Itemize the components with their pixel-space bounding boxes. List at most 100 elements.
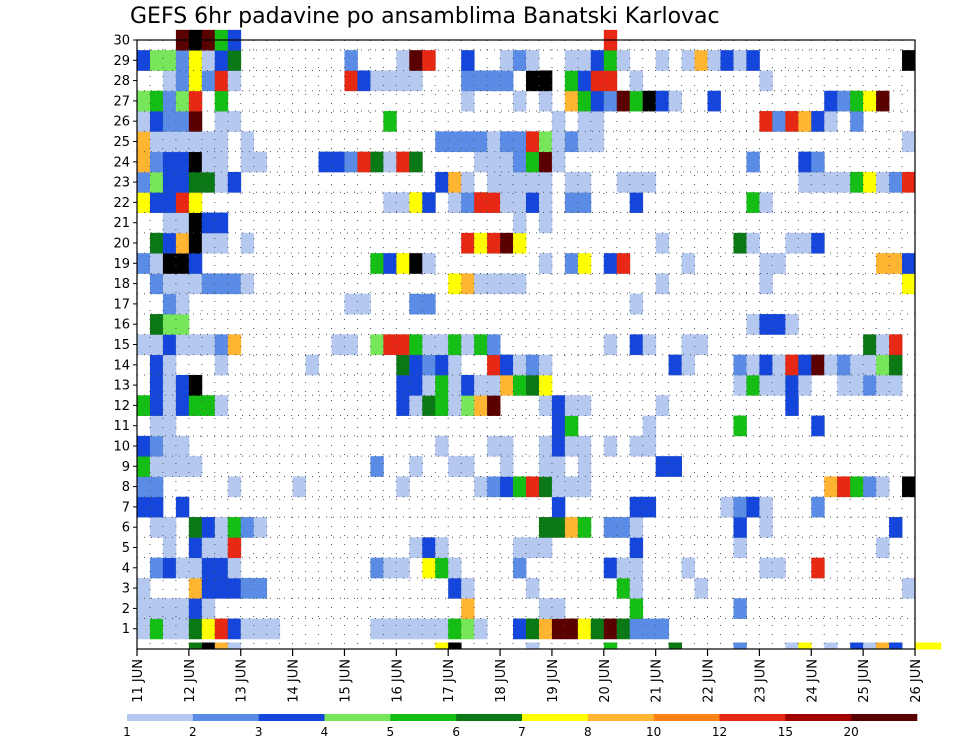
cell-m24-t29 [513, 151, 527, 173]
y-tick-label-22: 22 [113, 196, 130, 211]
cell-m27-t38 [629, 90, 644, 112]
cell-m26-t52 [811, 111, 825, 132]
y-tick-label-12: 12 [113, 399, 130, 414]
cell-m10-t33 [564, 435, 579, 457]
cell-m23-t39 [642, 171, 657, 193]
cell-m19-t34 [577, 253, 592, 274]
cell-m18-t3 [175, 273, 190, 295]
cell-m18-t2 [162, 273, 177, 295]
cell-m15-t19 [383, 334, 397, 356]
cell-m2-t25 [461, 598, 475, 619]
color-legend: 1 2 3 4 5 6 7 8 10 12 15 20 [123, 714, 918, 739]
cell-m13-t30 [526, 374, 540, 396]
cell-m13-t51 [798, 374, 812, 396]
cell-m25-t2 [162, 131, 177, 153]
cell-m13-t48 [759, 374, 773, 396]
strip-cell-t41 [668, 642, 682, 650]
cell-m9-t25 [461, 456, 475, 477]
cell-m18-t48 [759, 273, 773, 295]
cell-m27-t44 [707, 90, 721, 112]
cell-m24-t4 [188, 151, 203, 173]
y-axis: 1234567891011121314151617181920212223242… [113, 34, 137, 637]
cell-m1-t9 [253, 618, 268, 640]
cell-m18-t28 [500, 273, 514, 295]
cell-m8-t1 [149, 476, 164, 498]
cell-m24-t14 [318, 151, 332, 173]
cell-m29-t6 [214, 50, 229, 71]
cell-m25-t32 [551, 131, 566, 153]
cell-m2-t32 [551, 598, 566, 619]
cell-m29-t35 [590, 50, 605, 71]
cell-m13-t54 [837, 374, 851, 396]
cell-m23-t53 [824, 171, 838, 193]
cell-m20-t6 [214, 232, 229, 254]
legend-label-3: 3 [255, 725, 263, 739]
legend-swatch-7 [587, 714, 654, 721]
cell-m22-t34 [577, 192, 592, 213]
legend-swatch-8 [653, 714, 720, 721]
cell-m14-t2 [162, 354, 177, 376]
cell-m14-t42 [681, 354, 695, 376]
cell-m1-t34 [577, 618, 592, 640]
cell-m29-t37 [616, 50, 631, 71]
cell-m25-t24 [448, 131, 462, 153]
cell-m12-t33 [564, 395, 579, 416]
cell-m12-t0 [137, 395, 151, 416]
cell-m25-t4 [188, 131, 203, 153]
cell-m15-t23 [435, 334, 449, 356]
cell-m23-t6 [214, 171, 229, 193]
legend-label-20: 20 [844, 725, 859, 739]
cell-m22-t30 [526, 192, 540, 213]
cell-m28-t35 [590, 70, 605, 92]
cell-m29-t2 [162, 50, 177, 71]
cell-m25-t25 [461, 131, 475, 153]
cell-m3-t9 [253, 577, 268, 599]
cell-m1-t19 [383, 618, 397, 640]
cell-m29-t21 [409, 50, 423, 71]
cell-m15-t39 [642, 334, 657, 356]
cell-m3-t30 [526, 577, 540, 599]
cell-m6-t8 [240, 517, 255, 538]
cell-m14-t1 [149, 354, 164, 376]
cell-m8-t56 [863, 476, 877, 498]
y-tick-label-7: 7 [122, 500, 130, 515]
cell-m20-t3 [175, 232, 190, 254]
cell-m17-t2 [162, 293, 177, 315]
cell-m9-t21 [409, 456, 423, 477]
cell-m9-t0 [137, 456, 151, 477]
cell-m28-t2 [162, 70, 177, 92]
cells-layer [137, 29, 916, 640]
cell-m29-t34 [577, 50, 592, 71]
cell-m23-t27 [487, 171, 501, 193]
cell-m24-t15 [331, 151, 345, 173]
cell-m2-t3 [175, 598, 190, 619]
cell-m1-t6 [214, 618, 229, 640]
cell-m23-t5 [201, 171, 216, 193]
cell-m3-t0 [137, 577, 151, 599]
cell-m4-t18 [370, 557, 384, 579]
cell-m24-t20 [396, 151, 410, 173]
cell-m6-t4 [188, 517, 203, 538]
cell-m4-t23 [435, 557, 449, 579]
cell-m26-t3 [175, 111, 190, 132]
cell-m23-t30 [526, 171, 540, 193]
cell-m18-t29 [513, 273, 527, 295]
cell-m26-t35 [590, 111, 605, 132]
cell-m28-t21 [409, 70, 423, 92]
cell-m1-t31 [538, 618, 553, 640]
cell-m27-t33 [564, 90, 579, 112]
cell-m1-t10 [266, 618, 281, 640]
cell-m23-t31 [538, 171, 553, 193]
cell-m20-t46 [733, 232, 747, 254]
cell-m4-t48 [759, 557, 773, 579]
cell-m28-t3 [175, 70, 190, 92]
cell-m13-t25 [461, 374, 475, 396]
cell-m4-t36 [603, 557, 618, 579]
legend-label-12: 12 [712, 725, 727, 739]
cell-m24-t17 [357, 151, 371, 173]
cell-m27-t55 [850, 90, 864, 112]
cell-m6-t46 [733, 517, 747, 538]
legend-swatch-1 [192, 714, 259, 721]
cell-m1-t25 [461, 618, 475, 640]
cell-m5-t46 [733, 537, 747, 559]
